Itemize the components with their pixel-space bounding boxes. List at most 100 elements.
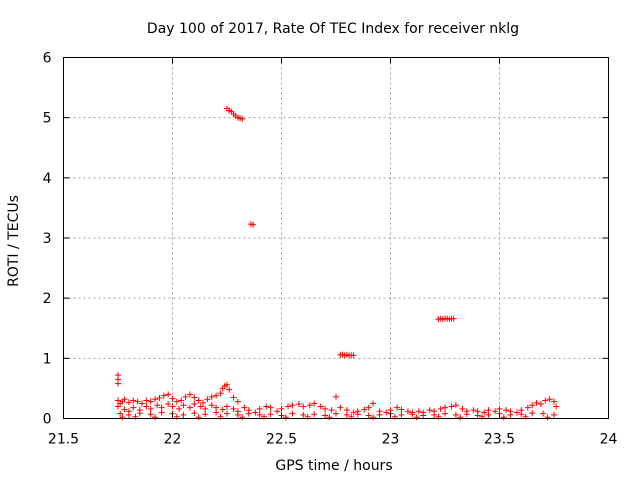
data-point: [450, 315, 457, 322]
data-point: [457, 414, 464, 421]
data-point: [115, 403, 121, 410]
data-point: [383, 409, 390, 416]
data-point: [354, 411, 361, 418]
data-point: [398, 406, 405, 413]
y-tick-label: 4: [43, 171, 52, 187]
data-point: [195, 397, 202, 404]
data-point: [333, 393, 339, 400]
data-point: [256, 411, 263, 418]
data-point: [328, 407, 335, 414]
data-point: [322, 405, 329, 412]
chart-title: Day 100 of 2017, Rate Of TEC Index for r…: [147, 21, 519, 37]
data-point: [394, 404, 401, 411]
data-point: [158, 409, 165, 416]
x-tick-label: 24: [600, 432, 618, 448]
data-point: [202, 411, 209, 418]
data-point: [234, 411, 241, 418]
data-point: [551, 398, 557, 405]
data-point: [503, 407, 510, 414]
data-point: [143, 403, 150, 410]
data-point: [121, 406, 128, 413]
y-tick-labels: 0 1 2 3 4 5 6: [43, 51, 52, 428]
data-point: [459, 405, 466, 412]
data-point: [492, 408, 499, 415]
data-point: [350, 409, 357, 416]
data-point: [176, 405, 183, 412]
data-point: [230, 405, 237, 412]
data-point: [361, 406, 368, 413]
data-point: [337, 404, 344, 411]
data-point: [197, 403, 204, 410]
data-point: [289, 402, 296, 409]
data-point: [147, 405, 154, 412]
data-point: [130, 404, 137, 411]
data-point: [169, 395, 176, 402]
data-point: [470, 407, 477, 414]
data-point: [152, 396, 159, 403]
data-point: [263, 403, 270, 410]
data-point: [442, 410, 448, 417]
data-point: [463, 411, 470, 418]
data-point: [125, 399, 132, 406]
data-point: [224, 381, 230, 388]
data-point: [415, 408, 422, 415]
data-point: [115, 397, 121, 404]
data-point: [165, 401, 172, 408]
data-point: [224, 410, 230, 417]
data-point: [311, 400, 318, 407]
data-point: [289, 410, 296, 417]
data-point: [147, 398, 154, 405]
data-point: [191, 410, 198, 417]
data-point: [154, 402, 161, 409]
data-point: [202, 405, 209, 412]
data-point: [474, 412, 481, 419]
data-point: [256, 405, 263, 412]
data-point: [376, 411, 383, 418]
data-point: [239, 115, 246, 122]
data-point: [195, 414, 202, 421]
data-point: [147, 411, 154, 418]
y-tick-label: 6: [43, 51, 52, 67]
data-point: [311, 411, 318, 418]
y-tick-label: 0: [43, 412, 52, 428]
data-point: [370, 414, 377, 421]
data-point: [481, 409, 488, 416]
grid-lines: [63, 57, 609, 419]
data-point: [333, 410, 339, 417]
data-point: [500, 414, 507, 421]
data-point: [365, 412, 372, 419]
data-point: [540, 410, 547, 417]
data-point: [173, 398, 180, 405]
data-point: [226, 386, 233, 393]
data-point: [204, 396, 211, 403]
data-point: [250, 221, 257, 228]
data-point: [245, 410, 252, 417]
data-point: [119, 414, 126, 421]
data-point: [224, 403, 230, 410]
data-point: [143, 397, 150, 404]
data-point: [370, 400, 377, 407]
data-point: [306, 402, 313, 409]
data-point: [409, 411, 416, 418]
data-point: [130, 397, 137, 404]
data-point: [300, 403, 307, 410]
x-axis-label: GPS time / hours: [275, 458, 392, 474]
y-tick-label: 5: [43, 111, 52, 127]
data-point: [431, 411, 438, 418]
data-point: [138, 400, 145, 407]
data-point: [326, 414, 333, 421]
data-point: [160, 392, 167, 399]
data-point: [448, 403, 455, 410]
data-point: [219, 406, 226, 413]
y-tick-label: 2: [43, 291, 52, 307]
data-point: [518, 411, 525, 418]
data-point: [121, 396, 128, 403]
data-point: [208, 393, 215, 400]
y-axis-label: ROTI / TECUs: [6, 195, 22, 287]
x-tick-label: 23.5: [484, 432, 515, 448]
data-point: [295, 401, 302, 408]
data-point: [230, 394, 237, 401]
data-point: [551, 411, 557, 418]
x-tick-label: 23: [382, 432, 400, 448]
